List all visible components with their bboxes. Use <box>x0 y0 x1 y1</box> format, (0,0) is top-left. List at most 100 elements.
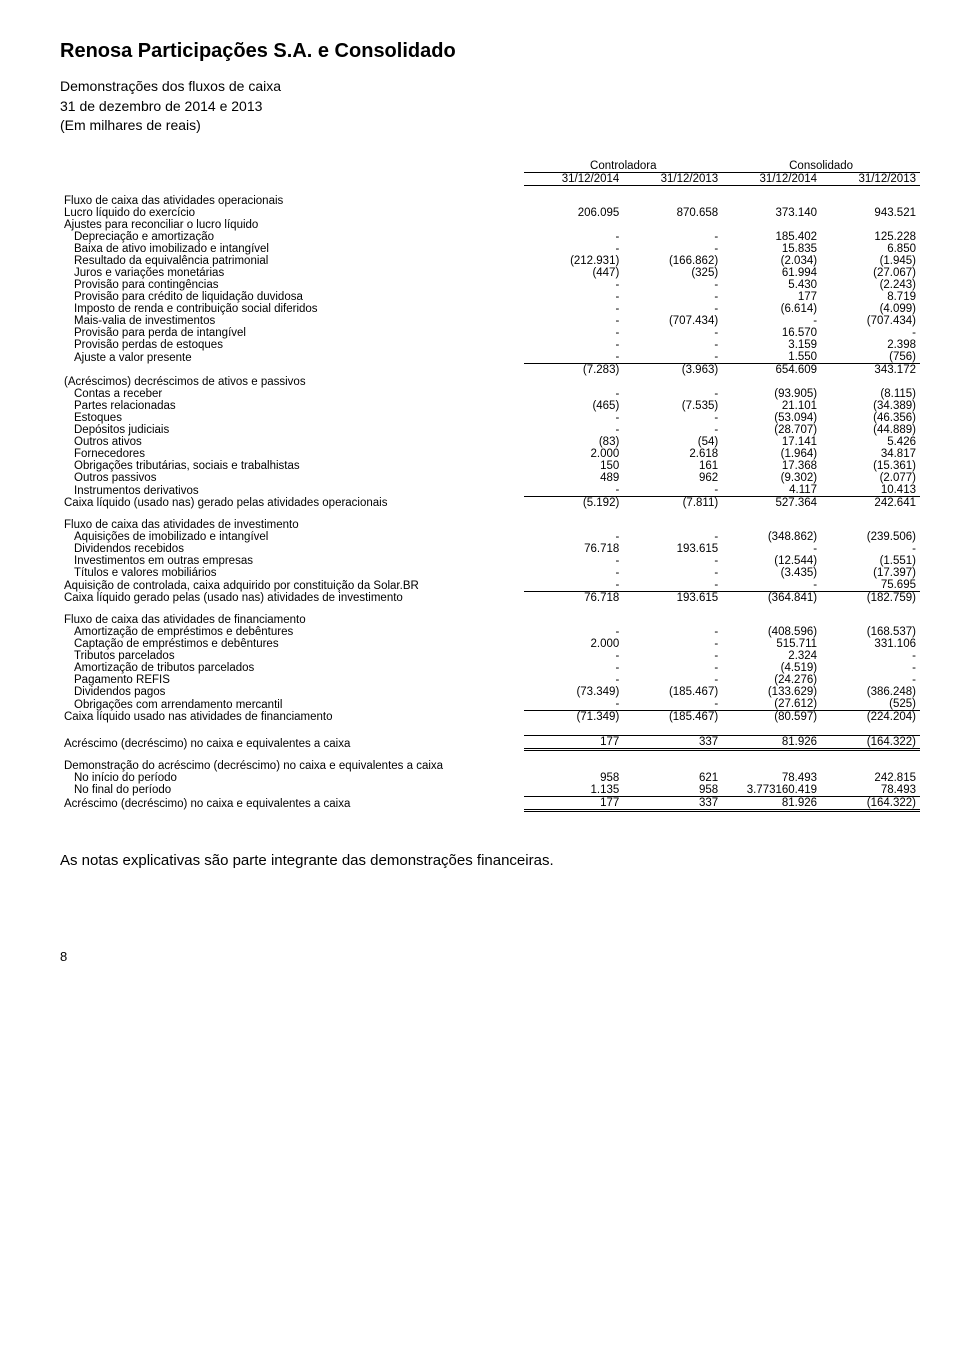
cell-value <box>722 509 821 531</box>
cell-value: 1.135 <box>524 784 623 797</box>
cell-value: 161 <box>623 460 722 472</box>
table-row: Provisão perdas de estoques--3.1592.398 <box>60 339 920 351</box>
cell-value: - <box>524 327 623 339</box>
cell-value: 177 <box>524 736 623 750</box>
row-label: Amortização de tributos parcelados <box>60 662 524 674</box>
row-label: Captação de empréstimos e debêntures <box>60 638 524 650</box>
cell-value: - <box>524 424 623 436</box>
cell-value: (27.067) <box>821 267 920 279</box>
row-label: Estoques <box>60 412 524 424</box>
cell-value: - <box>524 279 623 291</box>
cell-value: - <box>722 543 821 555</box>
cell-value: 61.994 <box>722 267 821 279</box>
row-label: Tributos parcelados <box>60 650 524 662</box>
cell-value: - <box>623 424 722 436</box>
cell-value: (185.467) <box>623 711 722 724</box>
cell-value: 527.364 <box>722 497 821 510</box>
cell-value <box>623 185 722 207</box>
table-row: Resultado da equivalência patrimonial(21… <box>60 255 920 267</box>
cell-value: (7.283) <box>524 364 623 377</box>
cell-value: - <box>821 543 920 555</box>
row-label: Juros e variações monetárias <box>60 267 524 279</box>
row-label: Fornecedores <box>60 448 524 460</box>
cell-value: 337 <box>623 796 722 810</box>
table-row: Obrigações tributárias, sociais e trabal… <box>60 460 920 472</box>
cell-value: (133.629) <box>722 686 821 698</box>
cell-value: - <box>524 674 623 686</box>
cell-value: - <box>623 567 722 579</box>
cell-value: 21.101 <box>722 400 821 412</box>
table-row: Fluxo de caixa das atividades operaciona… <box>60 185 920 207</box>
cell-value: 621 <box>623 772 722 784</box>
table-row: Provisão para contingências--5.430(2.243… <box>60 279 920 291</box>
table-row: Caixa líquido gerado pelas (usado nas) a… <box>60 592 920 605</box>
cashflow-table: Controladora Consolidado 31/12/2014 31/1… <box>60 160 920 812</box>
cell-value: 81.926 <box>722 796 821 810</box>
cell-value: (53.094) <box>722 412 821 424</box>
page-number: 8 <box>60 949 920 964</box>
row-label: Resultado da equivalência patrimonial <box>60 255 524 267</box>
cell-value <box>524 750 623 772</box>
row-label: Obrigações com arrendamento mercantil <box>60 698 524 711</box>
row-label: Depósitos judiciais <box>60 424 524 436</box>
cell-value: 2.000 <box>524 448 623 460</box>
cell-value: (185.467) <box>623 686 722 698</box>
table-row: Provisão para perda de intangível--16.57… <box>60 327 920 339</box>
cell-value: - <box>623 327 722 339</box>
cell-value: (24.276) <box>722 674 821 686</box>
cell-value <box>623 376 722 388</box>
cell-value: - <box>623 531 722 543</box>
cell-value: - <box>623 638 722 650</box>
footer-note: As notas explicativas são parte integran… <box>60 852 920 869</box>
row-label <box>60 364 524 377</box>
cell-value <box>623 509 722 531</box>
table-row <box>60 723 920 736</box>
cell-value: (28.707) <box>722 424 821 436</box>
cell-value: 958 <box>524 772 623 784</box>
cell-value: - <box>524 315 623 327</box>
cell-value: 5.430 <box>722 279 821 291</box>
table-row: Ajuste a valor presente--1.550(756) <box>60 351 920 364</box>
col-date-3: 31/12/2014 <box>722 172 821 185</box>
cell-value <box>821 509 920 531</box>
cell-value <box>821 219 920 231</box>
cell-value: - <box>821 662 920 674</box>
cell-value: - <box>623 484 722 497</box>
cell-value: - <box>623 279 722 291</box>
cell-value: - <box>623 626 722 638</box>
cell-value <box>524 509 623 531</box>
cell-value: (164.322) <box>821 736 920 750</box>
cell-value: 962 <box>623 472 722 484</box>
cell-value: - <box>623 698 722 711</box>
table-row: Fornecedores2.0002.618(1.964)34.817 <box>60 448 920 460</box>
cell-value: (364.841) <box>722 592 821 605</box>
row-label: Imposto de renda e contribuição social d… <box>60 303 524 315</box>
cell-value: 2.324 <box>722 650 821 662</box>
cell-value: (6.614) <box>722 303 821 315</box>
row-label: Ajuste a valor presente <box>60 351 524 364</box>
cell-value: - <box>623 579 722 592</box>
cell-value: (224.204) <box>821 711 920 724</box>
col-group-consolidado: Consolidado <box>722 160 920 173</box>
cell-value: 150 <box>524 460 623 472</box>
cell-value <box>524 604 623 626</box>
cell-value <box>722 604 821 626</box>
cell-value: (4.519) <box>722 662 821 674</box>
cell-value: (212.931) <box>524 255 623 267</box>
cell-value: (182.759) <box>821 592 920 605</box>
table-row: Captação de empréstimos e debêntures2.00… <box>60 638 920 650</box>
row-label: Demonstração do acréscimo (decréscimo) n… <box>60 750 524 772</box>
cell-value <box>722 750 821 772</box>
cell-value: (465) <box>524 400 623 412</box>
cell-value <box>821 604 920 626</box>
table-row: Lucro líquido do exercício206.095870.658… <box>60 207 920 219</box>
col-group-controladora: Controladora <box>524 160 722 173</box>
table-row: No início do período95862178.493242.815 <box>60 772 920 784</box>
row-label: Baixa de ativo imobilizado e intangível <box>60 243 524 255</box>
table-row: Estoques--(53.094)(46.356) <box>60 412 920 424</box>
table-row: Dividendos pagos(73.349)(185.467)(133.62… <box>60 686 920 698</box>
table-row: Mais-valia de investimentos-(707.434)-(7… <box>60 315 920 327</box>
cell-value: 2.000 <box>524 638 623 650</box>
row-label: Aquisição de controlada, caixa adquirido… <box>60 579 524 592</box>
table-row: Aquisição de controlada, caixa adquirido… <box>60 579 920 592</box>
